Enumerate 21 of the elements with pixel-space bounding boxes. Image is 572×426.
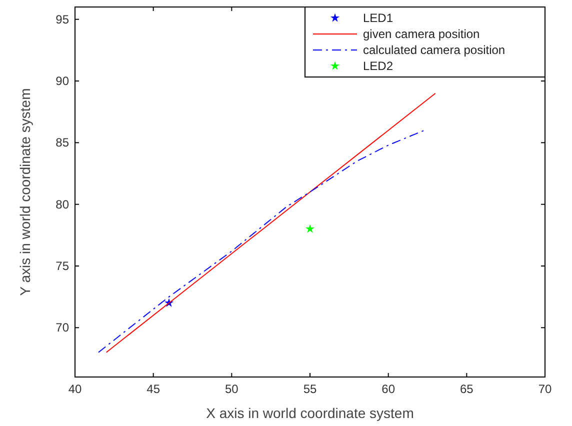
x-tick-label: 55 [303,382,317,396]
legend-label: LED2 [363,59,394,73]
legend-label: calculated camera position [363,43,506,57]
x-tick-label: 65 [460,382,474,396]
y-tick-label: 70 [56,320,70,335]
x-tick-label: 70 [538,382,552,396]
y-tick-label: 75 [56,259,70,273]
line-series [106,92,436,353]
x-axis-title: X axis in world coordinate system [206,405,414,421]
y-axis-title: Y axis in world coordinate system [17,88,33,296]
x-tick-label: 60 [382,382,396,396]
x-tick-label: 45 [146,382,160,396]
y-tick-label: 80 [56,197,70,212]
legend-label: given camera position [363,27,480,41]
legend-label: LED1 [363,11,394,25]
y-tick-label: 90 [56,74,70,88]
x-tick-label: 50 [224,382,239,396]
y-tick-label: 85 [56,136,70,150]
x-tick-label: 40 [68,382,82,396]
line-series [98,130,425,353]
y-tick-label: 95 [56,12,70,26]
